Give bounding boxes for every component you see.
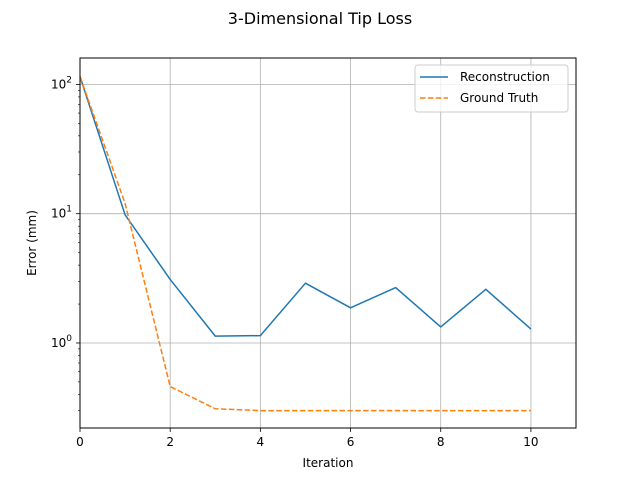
- legend-label: Reconstruction: [460, 70, 550, 84]
- legend-label: Ground Truth: [460, 91, 538, 105]
- series-line-reconstruction: [79, 76, 532, 337]
- x-tick-label: 2: [166, 435, 174, 449]
- x-tick-label: 6: [347, 435, 355, 449]
- x-axis-label: Iteration: [303, 456, 354, 470]
- y-axis-label: Error (mm): [25, 210, 39, 276]
- y-tick-label: 102: [51, 75, 72, 91]
- x-tick-label: 4: [257, 435, 265, 449]
- y-axis-ticks: 100 101 102: [51, 75, 80, 411]
- plot-area-frame: [79, 57, 577, 429]
- legend-box: [414, 64, 569, 113]
- series-layer: [79, 76, 532, 412]
- chart-title: 3-Dimensional Tip Loss: [228, 9, 412, 28]
- legend: Reconstruction Ground Truth: [414, 64, 569, 113]
- x-tick-label: 8: [437, 435, 445, 449]
- y-tick-label: 100: [51, 334, 72, 350]
- x-tick-label: 10: [523, 435, 538, 449]
- x-axis-ticks: 0 2 4 6 8 10: [76, 428, 539, 449]
- y-tick-label: 101: [51, 205, 72, 221]
- x-tick-label: 0: [76, 435, 84, 449]
